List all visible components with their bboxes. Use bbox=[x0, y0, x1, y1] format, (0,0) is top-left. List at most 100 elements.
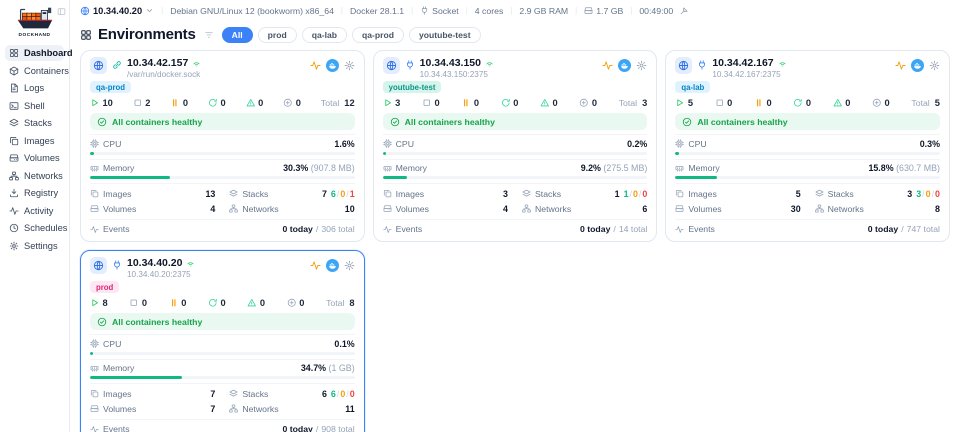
networks-row: Networks 10 bbox=[229, 201, 355, 216]
stacks-count: 3 3/0/0 bbox=[907, 188, 940, 199]
stacks-row: Stacks 3 3/0/0 bbox=[815, 186, 940, 201]
events-row: Events 0 today / 14 total bbox=[382, 219, 648, 234]
activity-pulse-icon[interactable] bbox=[310, 260, 321, 271]
stop-icon bbox=[133, 98, 143, 108]
sidebar-item-schedules[interactable]: Schedules bbox=[5, 220, 67, 236]
filter-pill-qa-lab[interactable]: qa-lab bbox=[301, 26, 348, 43]
filter-pill-prod[interactable]: prod bbox=[257, 26, 297, 43]
sidebar-item-networks[interactable]: Networks bbox=[5, 168, 64, 184]
events-total: 908 total bbox=[321, 424, 355, 432]
memory-icon bbox=[675, 164, 684, 173]
unhealthy-count: 0 bbox=[552, 98, 558, 108]
cpu-value: 0.2% bbox=[627, 138, 648, 149]
pause-icon bbox=[169, 298, 179, 308]
stacks-icon bbox=[229, 389, 238, 398]
gear-icon[interactable] bbox=[344, 60, 355, 71]
environment-card[interactable]: 10.34.42.157 /var/run/docker.sock qa-pro… bbox=[80, 50, 365, 242]
sidebar-item-label: Networks bbox=[24, 170, 63, 181]
page-title: Environments bbox=[98, 26, 196, 43]
page-header: Environments All prod qa-lab qa-prod youtube… bbox=[70, 21, 960, 49]
play-icon bbox=[90, 98, 100, 108]
events-total: 14 total bbox=[618, 224, 648, 234]
paused-count: 0 bbox=[766, 98, 772, 108]
cpu-icon bbox=[382, 139, 392, 148]
stacks-icon bbox=[815, 189, 824, 198]
filter-pill-youtube-test[interactable]: youtube-test bbox=[409, 26, 481, 43]
environment-subtitle: /var/run/docker.sock bbox=[127, 70, 201, 79]
telescope-icon[interactable] bbox=[680, 6, 689, 15]
stacks-icon bbox=[522, 189, 531, 198]
gear-icon[interactable] bbox=[344, 260, 355, 271]
host-selector[interactable]: 10.34.40.20 bbox=[80, 6, 154, 16]
images-icon bbox=[383, 189, 392, 198]
docker-version: Docker 28.1.1 bbox=[349, 5, 405, 16]
cpu-value: 1.6% bbox=[334, 138, 355, 149]
environment-card[interactable]: 10.34.43.150 10.34.43.150:2375 youtube-t… bbox=[372, 50, 658, 242]
filter-pill-all[interactable]: All bbox=[221, 26, 253, 43]
container-stats-row: 3 0 0 0 0 0 Total 3 bbox=[383, 97, 648, 113]
stacks-row: Stacks 7 6/0/1 bbox=[229, 186, 355, 201]
events-label: Events bbox=[395, 224, 423, 234]
activity-pulse-icon[interactable] bbox=[895, 60, 906, 71]
sidebar-item-registry[interactable]: Registry bbox=[5, 185, 64, 201]
cores-info: 4 cores bbox=[474, 5, 504, 16]
pause-icon bbox=[754, 98, 764, 108]
sidebar-item-label: Shell bbox=[24, 100, 45, 111]
online-signal-icon bbox=[778, 59, 787, 68]
sidebar-item-activity[interactable]: Activity bbox=[5, 203, 64, 219]
docker-icon[interactable] bbox=[325, 59, 339, 72]
online-signal-icon bbox=[186, 259, 195, 268]
paused-count: 0 bbox=[181, 298, 187, 308]
sidebar-item-containers[interactable]: Containers bbox=[5, 63, 69, 79]
sidebar-item-images[interactable]: Images bbox=[5, 133, 64, 149]
created-count: 0 bbox=[295, 98, 301, 108]
cpu-meter: CPU 0.1% bbox=[90, 334, 355, 359]
sidebar-item-volumes[interactable]: Volumes bbox=[5, 150, 64, 166]
cpu-bar-fill bbox=[382, 151, 386, 155]
networks-row: Networks 11 bbox=[229, 401, 355, 416]
sidebar-collapse-icon[interactable] bbox=[57, 7, 66, 16]
filter-pill-qa-prod[interactable]: qa-prod bbox=[352, 26, 404, 43]
filter-icon[interactable] bbox=[204, 30, 214, 40]
restarting-count: 0 bbox=[513, 98, 519, 108]
docker-icon[interactable] bbox=[325, 259, 339, 272]
sidebar-item-dashboard[interactable]: Dashboard bbox=[5, 45, 73, 61]
environment-title: 10.34.42.157 bbox=[127, 57, 189, 69]
docker-icon[interactable] bbox=[910, 59, 924, 72]
environment-card[interactable]: 10.34.40.20 10.34.40.20:2375 prod bbox=[80, 250, 365, 432]
host-address: 10.34.40.20 bbox=[93, 5, 143, 16]
docker-icon[interactable] bbox=[618, 59, 632, 72]
gear-icon[interactable] bbox=[929, 60, 940, 71]
logs-icon bbox=[9, 83, 19, 93]
gear-icon[interactable] bbox=[636, 60, 647, 71]
networks-icon bbox=[522, 204, 531, 213]
sidebar-item-shell[interactable]: Shell bbox=[5, 98, 64, 114]
memory-detail: (907.8 MB) bbox=[310, 163, 355, 173]
volumes-icon bbox=[90, 204, 99, 213]
memory-meter: Memory 34.7% (1 GB) bbox=[90, 358, 355, 384]
environment-card[interactable]: 10.34.42.167 10.34.42.167:2375 qa-lab bbox=[665, 50, 950, 242]
stop-icon bbox=[715, 98, 725, 108]
memory-percent: 30.3% bbox=[283, 163, 309, 173]
activity-pulse-icon[interactable] bbox=[602, 60, 613, 71]
activity-pulse-icon[interactable] bbox=[310, 60, 321, 71]
sidebar-item-stacks[interactable]: Stacks bbox=[5, 115, 64, 131]
volumes-row: Volumes 7 bbox=[90, 401, 215, 416]
images-count: 7 bbox=[210, 388, 216, 399]
running-count: 5 bbox=[687, 98, 693, 108]
memory-bar-fill bbox=[90, 376, 182, 379]
alert-triangle-icon bbox=[540, 98, 550, 108]
networks-row: Networks 6 bbox=[522, 201, 647, 216]
online-signal-icon bbox=[485, 59, 494, 68]
volumes-row: Volumes 30 bbox=[675, 201, 801, 216]
health-text: All containers healthy bbox=[697, 116, 788, 127]
stacks-count: 7 6/0/1 bbox=[321, 188, 355, 199]
images-icon bbox=[9, 136, 19, 146]
sidebar-item-settings[interactable]: Settings bbox=[5, 238, 64, 254]
health-text: All containers healthy bbox=[112, 316, 203, 327]
sidebar: DOCKHAND Dashboard Containers Logs Shell Sta… bbox=[0, 0, 73, 432]
sidebar-item-label: Settings bbox=[24, 240, 58, 251]
memory-icon bbox=[90, 364, 99, 373]
sidebar-item-logs[interactable]: Logs bbox=[5, 80, 64, 96]
